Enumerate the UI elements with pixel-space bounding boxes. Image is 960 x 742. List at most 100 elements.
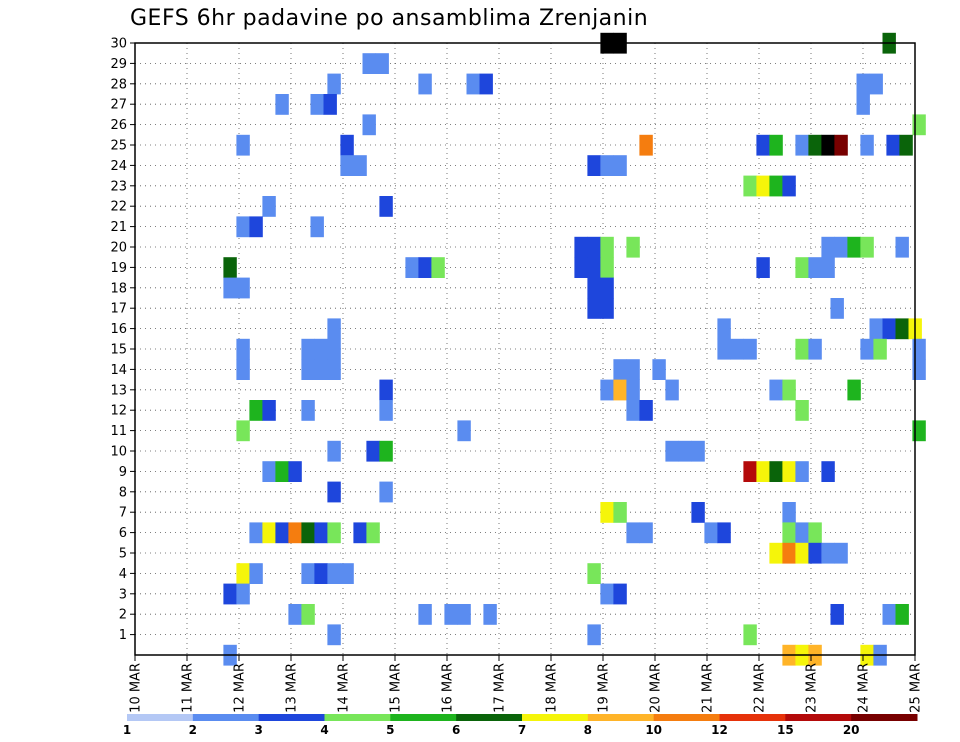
precip-cell bbox=[327, 73, 341, 95]
precip-cell bbox=[236, 134, 250, 156]
precip-cell bbox=[262, 522, 276, 544]
precip-cell bbox=[327, 624, 341, 646]
precip-cell bbox=[327, 359, 341, 380]
colorbar-segment bbox=[653, 714, 720, 721]
precip-cell bbox=[895, 236, 909, 258]
precip-cell bbox=[236, 338, 250, 360]
y-tick-label: 8 bbox=[119, 485, 127, 500]
precip-cell bbox=[301, 359, 315, 380]
precip-cell bbox=[466, 73, 480, 95]
precip-cell bbox=[223, 277, 237, 299]
y-tick-label: 13 bbox=[110, 383, 127, 398]
y-tick-label: 9 bbox=[119, 465, 127, 480]
precip-cell bbox=[769, 542, 783, 564]
y-tick-label: 23 bbox=[110, 179, 127, 194]
y-tick-label: 28 bbox=[110, 77, 127, 92]
x-tick-label: 25 MAR bbox=[909, 663, 924, 713]
precip-cell bbox=[457, 420, 471, 442]
precip-cell bbox=[310, 216, 324, 238]
y-tick-label: 11 bbox=[110, 424, 127, 439]
y-tick-label: 14 bbox=[110, 363, 127, 378]
x-tick-label: 16 MAR bbox=[441, 663, 456, 713]
precip-cell bbox=[479, 73, 493, 95]
colorbar-label: 15 bbox=[777, 723, 794, 737]
colorbar-label: 3 bbox=[254, 723, 262, 737]
precip-cell bbox=[249, 400, 263, 421]
y-tick-label: 3 bbox=[119, 587, 127, 602]
precipitation-cells bbox=[223, 32, 926, 666]
precip-cell bbox=[756, 175, 770, 197]
precip-cell bbox=[782, 522, 796, 544]
precip-cell bbox=[418, 257, 432, 278]
colorbar-label: 7 bbox=[518, 723, 526, 737]
precip-cell bbox=[795, 542, 809, 564]
precip-cell bbox=[600, 379, 614, 401]
precip-cell bbox=[882, 604, 896, 625]
precip-cell bbox=[691, 440, 705, 462]
precip-cell bbox=[362, 114, 376, 136]
colorbar-label: 4 bbox=[320, 723, 328, 737]
precip-cell bbox=[353, 155, 367, 176]
precip-cell bbox=[847, 236, 861, 258]
precip-cell bbox=[340, 563, 354, 584]
precip-cell bbox=[782, 461, 796, 482]
precip-cell bbox=[418, 73, 432, 95]
precip-cell bbox=[847, 379, 861, 401]
precip-cell bbox=[886, 134, 900, 156]
colorbar-label: 2 bbox=[189, 723, 197, 737]
x-tick-label: 11 MAR bbox=[181, 663, 196, 713]
y-tick-label: 18 bbox=[110, 281, 127, 296]
y-tick-label: 19 bbox=[110, 261, 127, 276]
precip-cell bbox=[769, 379, 783, 401]
precip-cell bbox=[600, 502, 614, 523]
precip-cell bbox=[587, 624, 601, 646]
precip-cell bbox=[782, 379, 796, 401]
precip-cell bbox=[275, 522, 289, 544]
precip-cell bbox=[830, 298, 844, 319]
precip-cell bbox=[483, 604, 497, 625]
precip-cell bbox=[743, 624, 757, 646]
precip-cell bbox=[418, 604, 432, 625]
precip-cell bbox=[366, 522, 380, 544]
precip-cell bbox=[327, 440, 341, 462]
precip-cell bbox=[600, 583, 614, 605]
precip-cell bbox=[288, 604, 302, 625]
precip-cell bbox=[730, 338, 744, 360]
precip-cell bbox=[379, 196, 393, 217]
colorbar-segment bbox=[258, 714, 325, 721]
precip-cell bbox=[362, 53, 376, 74]
precip-cell bbox=[262, 196, 276, 217]
y-tick-label: 2 bbox=[119, 608, 127, 623]
precip-cell bbox=[340, 134, 354, 156]
colorbar-label: 10 bbox=[645, 723, 662, 737]
precip-cell bbox=[782, 175, 796, 197]
precip-cell bbox=[856, 73, 870, 95]
precip-cell bbox=[769, 461, 783, 482]
x-tick-label: 15 MAR bbox=[389, 663, 404, 713]
precip-cell bbox=[249, 522, 263, 544]
y-tick-label: 5 bbox=[119, 547, 127, 562]
y-tick-label: 29 bbox=[110, 57, 127, 72]
precip-cell bbox=[869, 318, 883, 340]
precip-cell bbox=[613, 155, 627, 176]
precip-cell bbox=[769, 134, 783, 156]
x-tick-label: 12 MAR bbox=[233, 663, 248, 713]
precip-cell bbox=[639, 400, 653, 421]
precip-cell bbox=[821, 257, 835, 278]
precip-cell bbox=[223, 583, 237, 605]
x-tick-label: 10 MAR bbox=[129, 663, 144, 713]
precip-cell bbox=[236, 563, 250, 584]
x-tick-label: 14 MAR bbox=[337, 663, 352, 713]
precip-cell bbox=[587, 155, 601, 176]
precip-cell bbox=[236, 216, 250, 238]
precip-cell bbox=[613, 379, 627, 401]
precip-cell bbox=[275, 461, 289, 482]
precip-cell bbox=[626, 359, 640, 380]
precip-cell bbox=[834, 542, 848, 564]
precip-cell bbox=[895, 318, 909, 340]
precip-cell bbox=[821, 461, 835, 482]
precip-cell bbox=[600, 236, 614, 258]
chart-title: GEFS 6hr padavine po ansamblima Zrenjani… bbox=[130, 6, 649, 31]
y-tick-label: 22 bbox=[110, 200, 127, 215]
precip-cell bbox=[288, 522, 302, 544]
